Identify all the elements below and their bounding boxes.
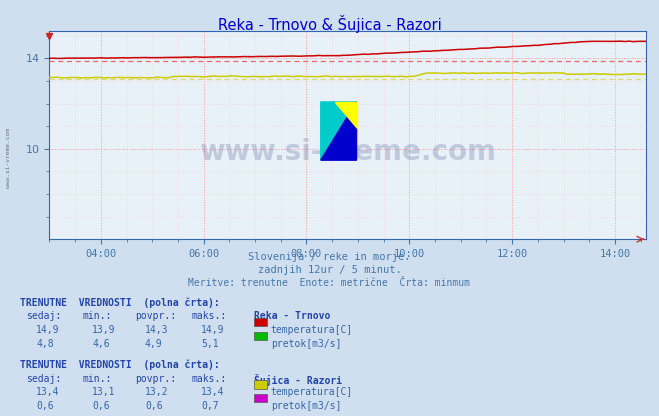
Text: 13,4: 13,4 bbox=[201, 387, 225, 397]
Text: 14,9: 14,9 bbox=[36, 325, 60, 335]
Text: TRENUTNE  VREDNOSTI  (polna črta):: TRENUTNE VREDNOSTI (polna črta): bbox=[20, 360, 219, 370]
Polygon shape bbox=[321, 102, 357, 160]
Text: 13,9: 13,9 bbox=[92, 325, 116, 335]
Text: maks.:: maks.: bbox=[191, 374, 226, 384]
Text: 14,3: 14,3 bbox=[145, 325, 169, 335]
Text: www.si-vreme.com: www.si-vreme.com bbox=[6, 128, 11, 188]
Text: Reka - Trnovo & Šujica - Razori: Reka - Trnovo & Šujica - Razori bbox=[217, 15, 442, 32]
Text: pretok[m3/s]: pretok[m3/s] bbox=[271, 401, 341, 411]
Text: TRENUTNE  VREDNOSTI  (polna črta):: TRENUTNE VREDNOSTI (polna črta): bbox=[20, 297, 219, 308]
Text: 0,6: 0,6 bbox=[36, 401, 54, 411]
Text: www.si-vreme.com: www.si-vreme.com bbox=[199, 138, 496, 166]
Text: 13,2: 13,2 bbox=[145, 387, 169, 397]
Text: povpr.:: povpr.: bbox=[135, 311, 176, 321]
Text: 14,9: 14,9 bbox=[201, 325, 225, 335]
Text: Slovenija / reke in morje.: Slovenija / reke in morje. bbox=[248, 252, 411, 262]
Text: 13,1: 13,1 bbox=[92, 387, 116, 397]
Polygon shape bbox=[321, 102, 357, 160]
Text: temperatura[C]: temperatura[C] bbox=[271, 387, 353, 397]
Text: zadnjih 12ur / 5 minut.: zadnjih 12ur / 5 minut. bbox=[258, 265, 401, 275]
Text: 0,6: 0,6 bbox=[145, 401, 163, 411]
Text: Meritve: trenutne  Enote: metrične  Črta: minmum: Meritve: trenutne Enote: metrične Črta: … bbox=[188, 278, 471, 288]
Text: sedaj:: sedaj: bbox=[26, 374, 61, 384]
Text: 0,6: 0,6 bbox=[92, 401, 110, 411]
Text: maks.:: maks.: bbox=[191, 311, 226, 321]
Text: Šujica - Razori: Šujica - Razori bbox=[254, 374, 342, 386]
Text: min.:: min.: bbox=[82, 374, 112, 384]
Text: temperatura[C]: temperatura[C] bbox=[271, 325, 353, 335]
Text: 13,4: 13,4 bbox=[36, 387, 60, 397]
Text: 4,8: 4,8 bbox=[36, 339, 54, 349]
Text: 4,9: 4,9 bbox=[145, 339, 163, 349]
Polygon shape bbox=[335, 102, 357, 128]
Text: 5,1: 5,1 bbox=[201, 339, 219, 349]
Text: 0,7: 0,7 bbox=[201, 401, 219, 411]
Text: pretok[m3/s]: pretok[m3/s] bbox=[271, 339, 341, 349]
Text: 4,6: 4,6 bbox=[92, 339, 110, 349]
Text: Reka - Trnovo: Reka - Trnovo bbox=[254, 311, 330, 321]
Text: povpr.:: povpr.: bbox=[135, 374, 176, 384]
Text: min.:: min.: bbox=[82, 311, 112, 321]
Text: sedaj:: sedaj: bbox=[26, 311, 61, 321]
